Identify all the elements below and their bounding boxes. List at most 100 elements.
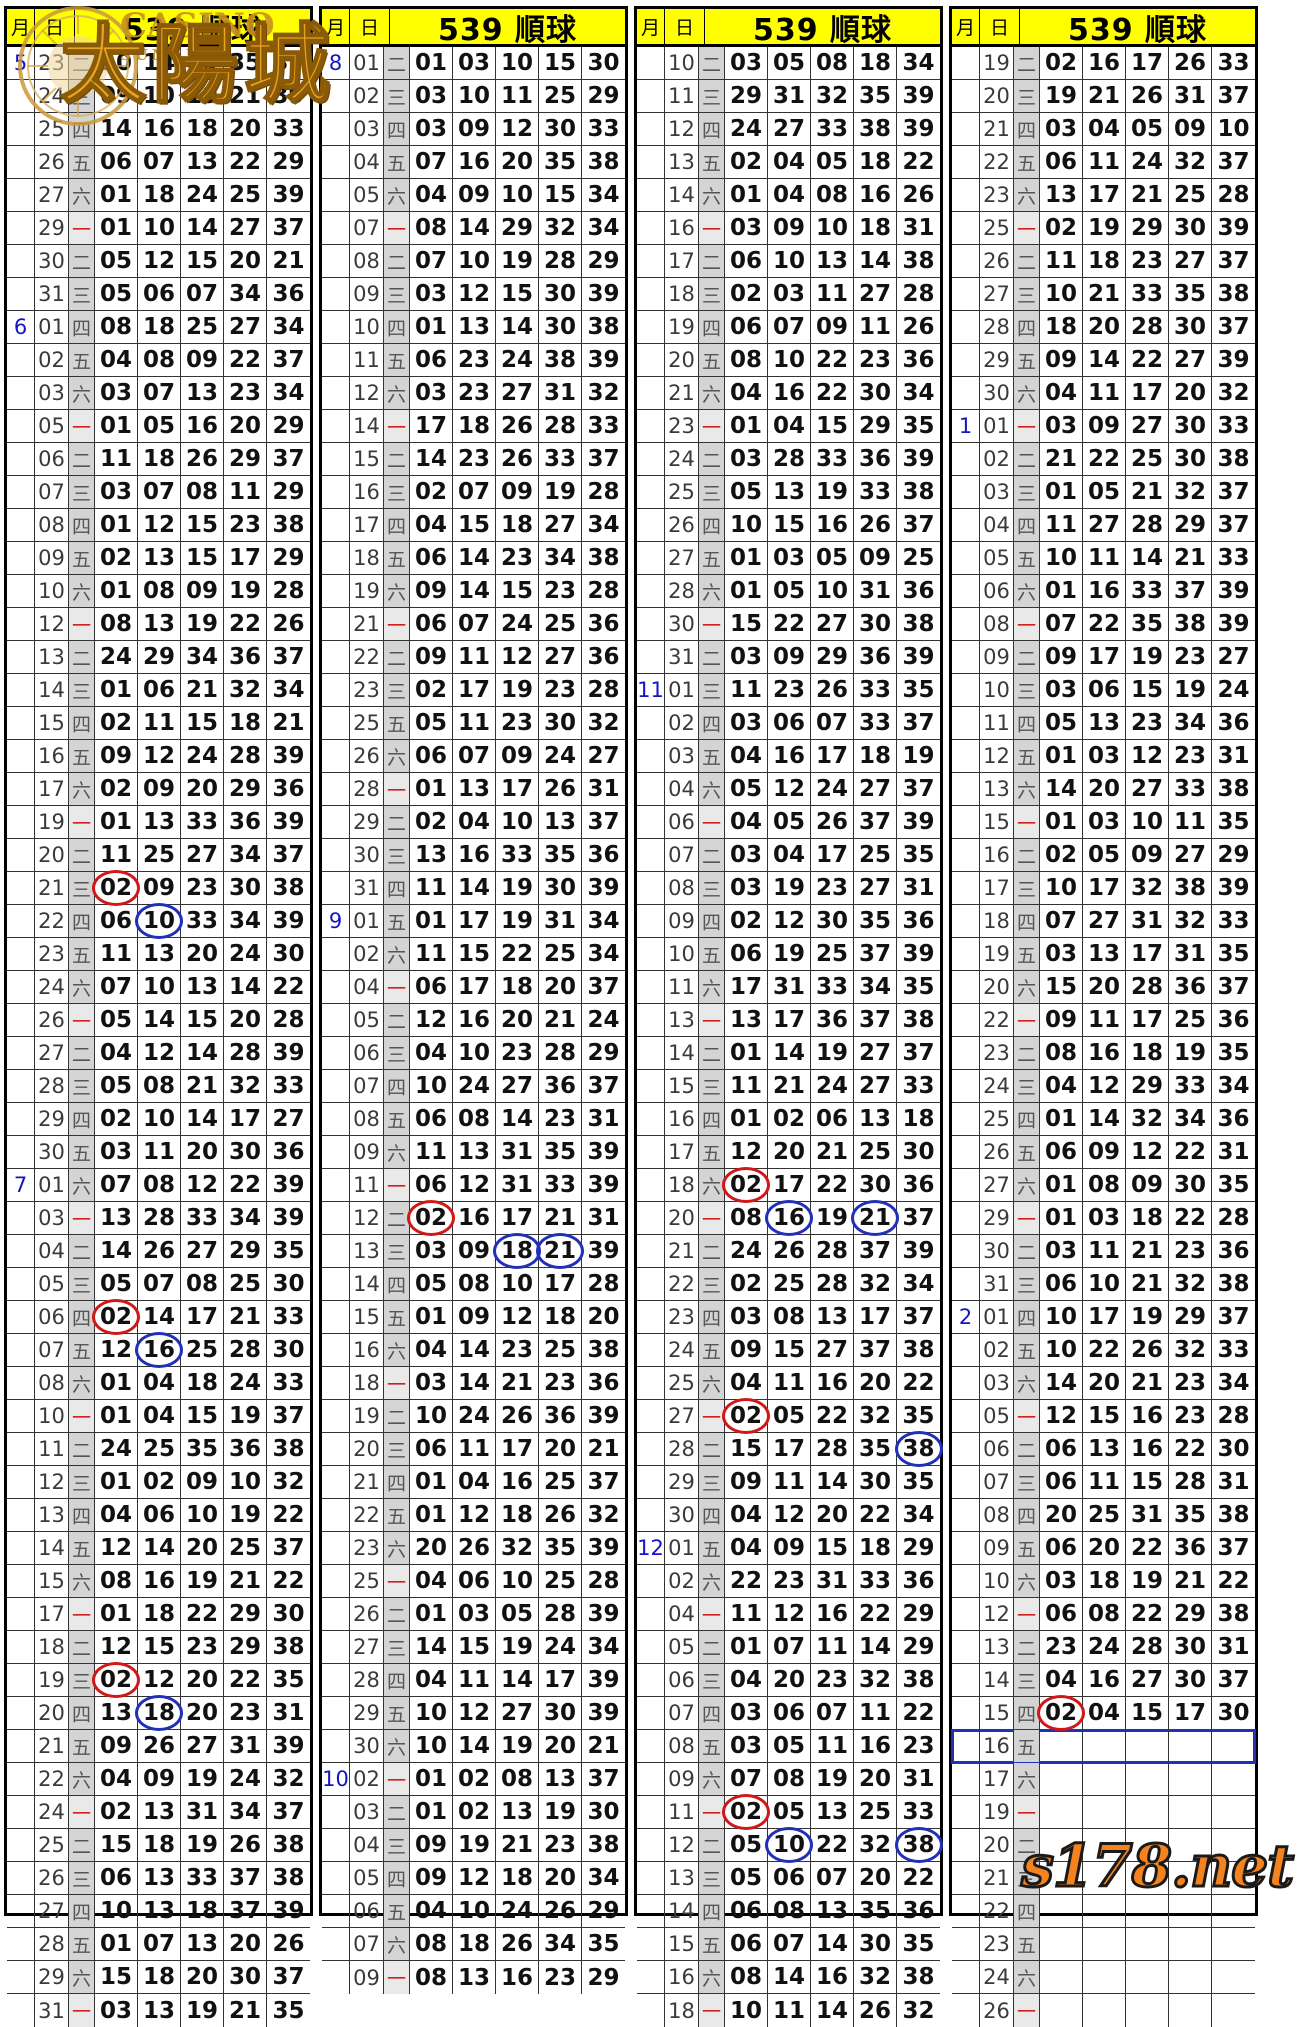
table-row[interactable]: 29 一 01 03 18 22 28 — [952, 1202, 1255, 1235]
table-row[interactable]: 12 三 01 02 09 10 32 — [7, 1466, 310, 1499]
table-row[interactable]: 29 五 10 12 27 30 39 — [322, 1697, 625, 1730]
table-row[interactable]: 07 三 03 07 08 11 29 — [7, 476, 310, 509]
table-row[interactable]: 15 四 02 04 15 17 30 — [952, 1697, 1255, 1730]
table-row[interactable]: 31 三 05 06 07 34 36 — [7, 278, 310, 311]
table-row[interactable]: 05 一 01 05 16 20 29 — [7, 410, 310, 443]
table-row[interactable]: 30 二 05 12 15 20 21 — [7, 245, 310, 278]
table-row[interactable]: 24 三 09 10 19 21 39 — [7, 80, 310, 113]
table-row[interactable]: 16 二 02 05 09 27 29 — [952, 839, 1255, 872]
table-row[interactable]: 31 四 11 14 19 30 39 — [322, 872, 625, 905]
table-row[interactable]: 24 一 02 13 31 34 37 — [7, 1796, 310, 1829]
table-row[interactable]: 03 一 13 28 33 34 39 — [7, 1202, 310, 1235]
table-row[interactable]: 07 一 08 14 29 32 34 — [322, 212, 625, 245]
table-row[interactable]: 30 五 03 11 20 30 36 — [7, 1136, 310, 1169]
table-row[interactable]: 08 三 03 19 23 27 31 — [637, 872, 940, 905]
table-row[interactable]: 11 二 24 25 35 36 38 — [7, 1433, 310, 1466]
table-row[interactable]: 16 五 — [951, 1729, 1256, 1764]
table-row[interactable]: 10 六 03 18 19 21 22 — [952, 1565, 1255, 1598]
table-row[interactable]: 28 五 01 07 13 20 26 — [7, 1928, 310, 1961]
table-row[interactable]: 27 六 01 08 09 30 35 — [952, 1169, 1255, 1202]
table-row[interactable]: 16 三 02 07 09 19 28 — [322, 476, 625, 509]
table-row[interactable]: 03 三 01 05 21 32 37 — [952, 476, 1255, 509]
table-row[interactable]: 15 四 02 11 15 18 21 — [7, 707, 310, 740]
table-row[interactable]: 12 四 24 27 33 38 39 — [637, 113, 940, 146]
table-row[interactable]: 21 五 09 26 27 31 39 — [7, 1730, 310, 1763]
table-row[interactable]: 13 四 04 06 10 19 22 — [7, 1499, 310, 1532]
table-row[interactable]: 18 一 10 11 14 26 32 — [637, 1994, 940, 2027]
table-row[interactable]: 04 六 05 12 24 27 37 — [637, 773, 940, 806]
table-row[interactable]: 10 一 01 04 15 19 37 — [7, 1400, 310, 1433]
table-row[interactable]: 27 二 04 12 14 28 39 — [7, 1037, 310, 1070]
table-row[interactable]: 8 01 二 01 03 10 15 30 — [322, 47, 625, 80]
table-row[interactable]: 07 四 03 06 07 11 22 — [637, 1697, 940, 1730]
table-row[interactable]: 09 五 02 13 15 17 29 — [7, 542, 310, 575]
table-row[interactable]: 17 一 01 18 22 29 30 — [7, 1598, 310, 1631]
table-row[interactable]: 9 01 五 01 17 19 31 34 — [322, 905, 625, 938]
table-row[interactable]: 07 六 08 18 26 34 35 — [322, 1928, 625, 1961]
table-row[interactable]: 06 四 02 14 17 21 33 — [7, 1301, 310, 1334]
table-row[interactable]: 12 二 02 16 17 21 31 — [322, 1202, 625, 1235]
table-row[interactable]: 26 一 — [952, 1994, 1255, 2027]
table-row[interactable]: 09 二 09 17 19 23 27 — [952, 641, 1255, 674]
table-row[interactable]: 11 三 29 31 32 35 39 — [637, 80, 940, 113]
table-row[interactable]: 23 一 01 04 15 29 35 — [637, 410, 940, 443]
table-row[interactable]: 21 一 06 07 24 25 36 — [322, 608, 625, 641]
table-row[interactable]: 20 三 06 11 17 20 21 — [322, 1433, 625, 1466]
table-row[interactable]: 20 六 15 20 28 36 37 — [952, 971, 1255, 1004]
table-row[interactable]: 24 六 07 10 13 14 22 — [7, 971, 310, 1004]
table-row[interactable]: 25 五 05 11 23 30 32 — [322, 707, 625, 740]
table-row[interactable]: 31 三 06 10 21 32 38 — [952, 1268, 1255, 1301]
table-row[interactable]: 18 四 07 27 31 32 33 — [952, 905, 1255, 938]
table-row[interactable]: 25 一 02 19 29 30 39 — [952, 212, 1255, 245]
table-row[interactable]: 26 五 06 07 13 22 29 — [7, 146, 310, 179]
table-row[interactable]: 11 四 05 13 23 34 36 — [952, 707, 1255, 740]
table-row[interactable]: 09 六 07 08 19 20 31 — [637, 1763, 940, 1796]
table-row[interactable]: 02 六 11 15 22 25 34 — [322, 938, 625, 971]
table-row[interactable]: 13 三 05 06 07 20 22 — [637, 1862, 940, 1895]
table-row[interactable]: 27 一 02 05 22 32 35 — [637, 1400, 940, 1433]
table-row[interactable]: 09 一 08 13 16 23 29 — [322, 1961, 625, 1994]
table-row[interactable]: 03 六 03 07 13 23 34 — [7, 377, 310, 410]
table-row[interactable]: 17 二 06 10 13 14 38 — [637, 245, 940, 278]
table-row[interactable]: 26 二 11 18 23 27 37 — [952, 245, 1255, 278]
table-row[interactable]: 07 五 12 16 25 28 30 — [7, 1334, 310, 1367]
table-row[interactable]: 26 五 06 09 12 22 31 — [952, 1136, 1255, 1169]
table-row[interactable]: 29 二 02 04 10 13 37 — [322, 806, 625, 839]
table-row[interactable]: 02 三 03 10 11 25 29 — [322, 80, 625, 113]
table-row[interactable]: 28 四 18 20 28 30 37 — [952, 311, 1255, 344]
table-row[interactable]: 24 五 09 15 27 37 38 — [637, 1334, 940, 1367]
table-row[interactable]: 20 四 13 18 20 23 31 — [7, 1697, 310, 1730]
table-row[interactable]: 30 三 13 16 33 35 36 — [322, 839, 625, 872]
table-row[interactable]: 20 三 19 21 26 31 37 — [952, 80, 1255, 113]
table-row[interactable]: 05 二 01 07 11 14 29 — [637, 1631, 940, 1664]
table-row[interactable]: 13 三 03 09 18 21 39 — [322, 1235, 625, 1268]
table-row[interactable]: 28 三 05 08 21 32 33 — [7, 1070, 310, 1103]
table-row[interactable]: 24 二 03 28 33 36 39 — [637, 443, 940, 476]
table-row[interactable]: 07 三 06 11 15 28 31 — [952, 1466, 1255, 1499]
table-row[interactable]: 27 五 01 03 05 09 25 — [637, 542, 940, 575]
table-row[interactable]: 17 六 — [952, 1763, 1255, 1796]
table-row[interactable]: 03 四 03 09 12 30 33 — [322, 113, 625, 146]
table-row[interactable]: 18 三 02 03 11 27 28 — [637, 278, 940, 311]
table-row[interactable]: 18 五 06 14 23 34 38 — [322, 542, 625, 575]
table-row[interactable]: 13 六 14 20 27 33 38 — [952, 773, 1255, 806]
table-row[interactable]: 6 01 四 08 18 25 27 34 — [7, 311, 310, 344]
table-row[interactable]: 19 三 02 12 20 22 35 — [7, 1664, 310, 1697]
table-row[interactable]: 30 四 04 12 20 22 34 — [637, 1499, 940, 1532]
table-row[interactable]: 08 六 01 04 18 24 33 — [7, 1367, 310, 1400]
table-row[interactable]: 29 五 09 14 22 27 39 — [952, 344, 1255, 377]
table-row[interactable]: 16 一 03 09 10 18 31 — [637, 212, 940, 245]
table-row[interactable]: 08 四 01 12 15 23 38 — [7, 509, 310, 542]
table-row[interactable]: 23 六 13 17 21 25 28 — [952, 179, 1255, 212]
table-row[interactable]: 03 六 14 20 21 23 34 — [952, 1367, 1255, 1400]
table-row[interactable]: 14 三 01 06 21 32 34 — [7, 674, 310, 707]
table-row[interactable]: 06 五 04 10 24 26 29 — [322, 1895, 625, 1928]
table-row[interactable]: 13 二 24 29 34 36 37 — [7, 641, 310, 674]
table-row[interactable]: 11 01 三 11 23 26 33 35 — [637, 674, 940, 707]
table-row[interactable]: 06 六 01 16 33 37 39 — [952, 575, 1255, 608]
table-row[interactable]: 10 六 01 08 09 19 28 — [7, 575, 310, 608]
table-row[interactable]: 25 三 05 13 19 33 38 — [637, 476, 940, 509]
table-row[interactable]: 05 二 12 16 20 21 24 — [322, 1004, 625, 1037]
table-row[interactable]: 22 五 06 11 24 32 37 — [952, 146, 1255, 179]
table-row[interactable]: 17 四 04 15 18 27 34 — [322, 509, 625, 542]
